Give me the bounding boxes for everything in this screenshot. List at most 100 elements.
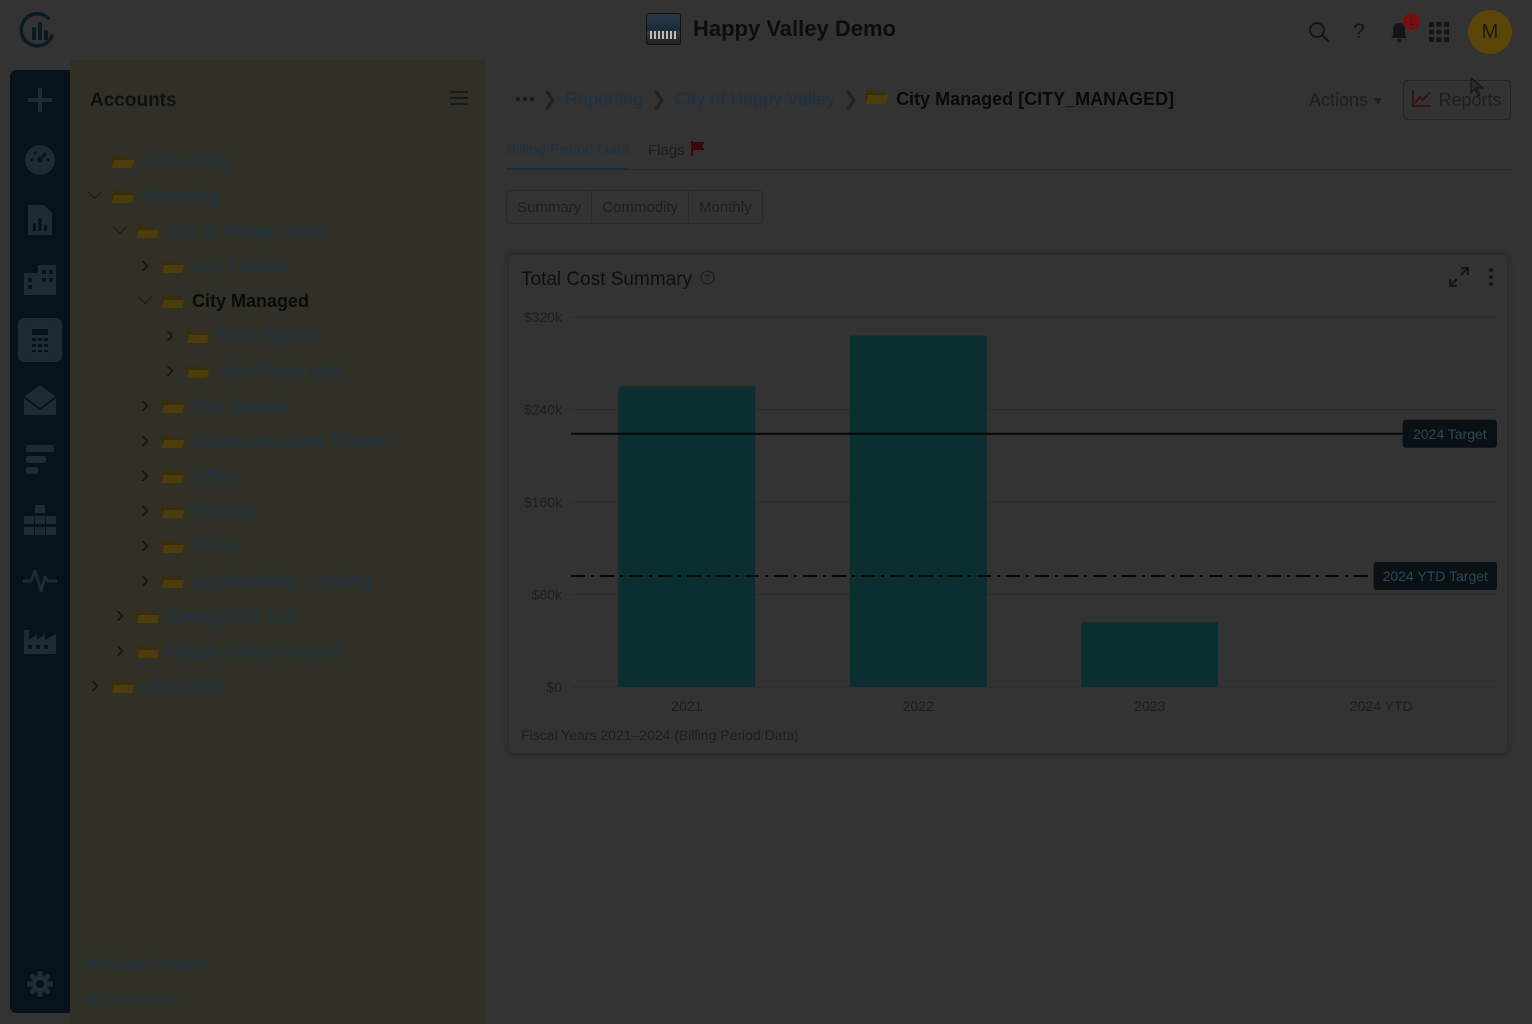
tree-node[interactable]: › Other <box>136 458 237 490</box>
folder-icon <box>162 258 184 274</box>
folder-icon <box>162 538 184 554</box>
breadcrumb-reporting[interactable]: Reporting <box>565 88 644 109</box>
factory-icon[interactable] <box>18 618 62 662</box>
folder-icon <box>162 573 184 589</box>
folder-icon <box>112 678 134 694</box>
calculator-icon[interactable] <box>18 318 62 362</box>
flag-icon <box>690 141 705 160</box>
folder-icon <box>137 608 159 624</box>
card-tools <box>1449 267 1493 292</box>
target-label: 2024 Target <box>1413 426 1487 442</box>
chevron-right-icon: ❯ <box>842 88 859 109</box>
expand-icon[interactable] <box>1449 267 1469 292</box>
y-tick-label: $320k <box>524 309 563 325</box>
breadcrumb-city-of-happy-valley[interactable]: City of Happy Valley <box>674 88 835 109</box>
chevron-down-icon[interactable]: ⌵ <box>137 286 153 309</box>
tree-node[interactable]: › Communications Towers <box>136 423 388 455</box>
hamburger-menu-icon[interactable] <box>450 90 468 111</box>
chevron-right-icon[interactable]: › <box>140 248 150 279</box>
tree-node-label: Accounting <box>142 150 232 171</box>
mail-icon[interactable] <box>18 378 62 422</box>
caret-down-icon: ▼ <box>1372 93 1384 108</box>
tree-node-label: City Owned <box>192 395 286 416</box>
buildings-icon[interactable] <box>18 258 62 302</box>
folder-icon <box>162 468 184 484</box>
folder-icon <box>162 503 184 519</box>
bar <box>1081 622 1219 687</box>
chevron-right-icon[interactable]: › <box>140 388 150 419</box>
chevron-right-icon[interactable]: › <box>140 493 150 524</box>
chevron-down-icon[interactable]: ⌵ <box>87 181 103 204</box>
plus-icon[interactable] <box>18 78 62 122</box>
chevron-right-icon[interactable]: › <box>115 633 125 664</box>
mouse-cursor-icon <box>1470 76 1485 102</box>
chevron-right-icon[interactable]: › <box>140 563 150 594</box>
tree-node[interactable]: Accounting <box>86 147 231 175</box>
folder-icon <box>112 188 134 204</box>
user-avatar[interactable]: M <box>1468 10 1512 54</box>
chart-icon[interactable] <box>18 198 62 242</box>
tree-node-label: EnergyCAP, LLC <box>167 605 302 626</box>
chevron-down-icon[interactable]: ⌵ <box>112 216 128 239</box>
folder-icon <box>162 398 184 414</box>
chevron-right-icon[interactable]: › <box>140 528 150 559</box>
chevron-right-icon[interactable]: › <box>115 598 125 629</box>
chevron-right-icon[interactable]: › <box>140 423 150 454</box>
all-accounts-link[interactable]: All Accounts <box>85 990 178 1009</box>
tab-flags[interactable]: Flags <box>648 141 705 170</box>
breadcrumb-more-icon[interactable] <box>516 97 534 101</box>
tree-node[interactable]: › Happy Valley Campus <box>111 633 344 665</box>
tree-node[interactable]: › City Leased <box>136 248 287 280</box>
tab-flags-label: Flags <box>648 142 685 159</box>
dashboard-icon[interactable] <box>18 138 62 182</box>
tree-node[interactable]: ⌵ City of Happy Valley <box>111 216 327 245</box>
tree-node[interactable]: › Twin Pines Mall <box>161 353 342 385</box>
help-icon[interactable]: ? <box>1353 20 1365 43</box>
notification-badge: 1 <box>1403 13 1420 30</box>
tree-node[interactable]: › Sustainability Tracking <box>136 563 371 595</box>
tree-node[interactable]: › Parking <box>136 493 254 525</box>
reports-button[interactable]: Reports <box>1403 80 1511 120</box>
tasks-icon[interactable] <box>18 438 62 482</box>
help-circle-icon[interactable]: ? <box>700 269 715 291</box>
line-chart-icon <box>1412 89 1432 112</box>
view-monthly[interactable]: Monthly <box>699 198 752 216</box>
tree-node[interactable]: ⌵ Reporting <box>86 182 220 210</box>
app-title[interactable]: Happy Valley Demo <box>646 13 896 45</box>
folder-icon <box>866 88 889 110</box>
activity-icon[interactable] <box>18 558 62 602</box>
view-commodity[interactable]: Commodity <box>592 191 690 223</box>
tree-node[interactable]: › City Owned <box>136 388 286 420</box>
tree-node[interactable]: › zExcluded <box>86 668 226 700</box>
all-cost-centers-link[interactable]: All Cost Centers <box>85 955 208 974</box>
actions-dropdown[interactable]: Actions ▼ <box>1309 90 1384 111</box>
tree-node[interactable]: › Police <box>136 528 241 560</box>
chevron-right-icon[interactable]: › <box>140 458 150 489</box>
org-chart-icon[interactable] <box>18 498 62 542</box>
tree-node[interactable]: › EnergyCAP, LLC <box>111 598 302 630</box>
folder-icon <box>137 643 159 659</box>
view-summary[interactable]: Summary <box>507 191 593 223</box>
tree-node[interactable]: › Train Station <box>161 318 319 350</box>
chevron-right-icon[interactable]: › <box>90 668 100 699</box>
apps-grid-icon[interactable] <box>1428 21 1450 43</box>
search-icon[interactable] <box>1308 21 1330 43</box>
chevron-right-icon[interactable]: › <box>165 318 175 349</box>
tree-node[interactable]: ⌵ City Managed <box>136 287 309 315</box>
tree-node-label: Communications Towers <box>192 430 388 451</box>
gear-icon[interactable] <box>18 962 62 1006</box>
chevron-right-icon[interactable]: › <box>165 353 175 384</box>
chevron-right-icon: ❯ <box>651 88 667 109</box>
total-cost-summary-card: $0 $80k $160k $240k $320k 2021 2022 2023 2024 YT… <box>508 254 1508 754</box>
tree-node-label: zExcluded <box>142 675 226 696</box>
tree-node-label: Parking <box>192 500 254 521</box>
energycap-logo-icon[interactable] <box>18 10 58 50</box>
more-vertical-icon[interactable] <box>1489 268 1493 291</box>
svg-text:?: ? <box>705 273 710 283</box>
notification-bell-icon[interactable]: 1 <box>1388 13 1420 43</box>
tab-billing-period-data[interactable]: Billing Period Data <box>506 141 630 170</box>
x-tick-label: 2022 <box>903 698 934 714</box>
target-label-box <box>1402 419 1497 448</box>
y-tick-label: $240k <box>524 402 563 418</box>
chevron-right-icon: ❯ <box>542 88 558 109</box>
